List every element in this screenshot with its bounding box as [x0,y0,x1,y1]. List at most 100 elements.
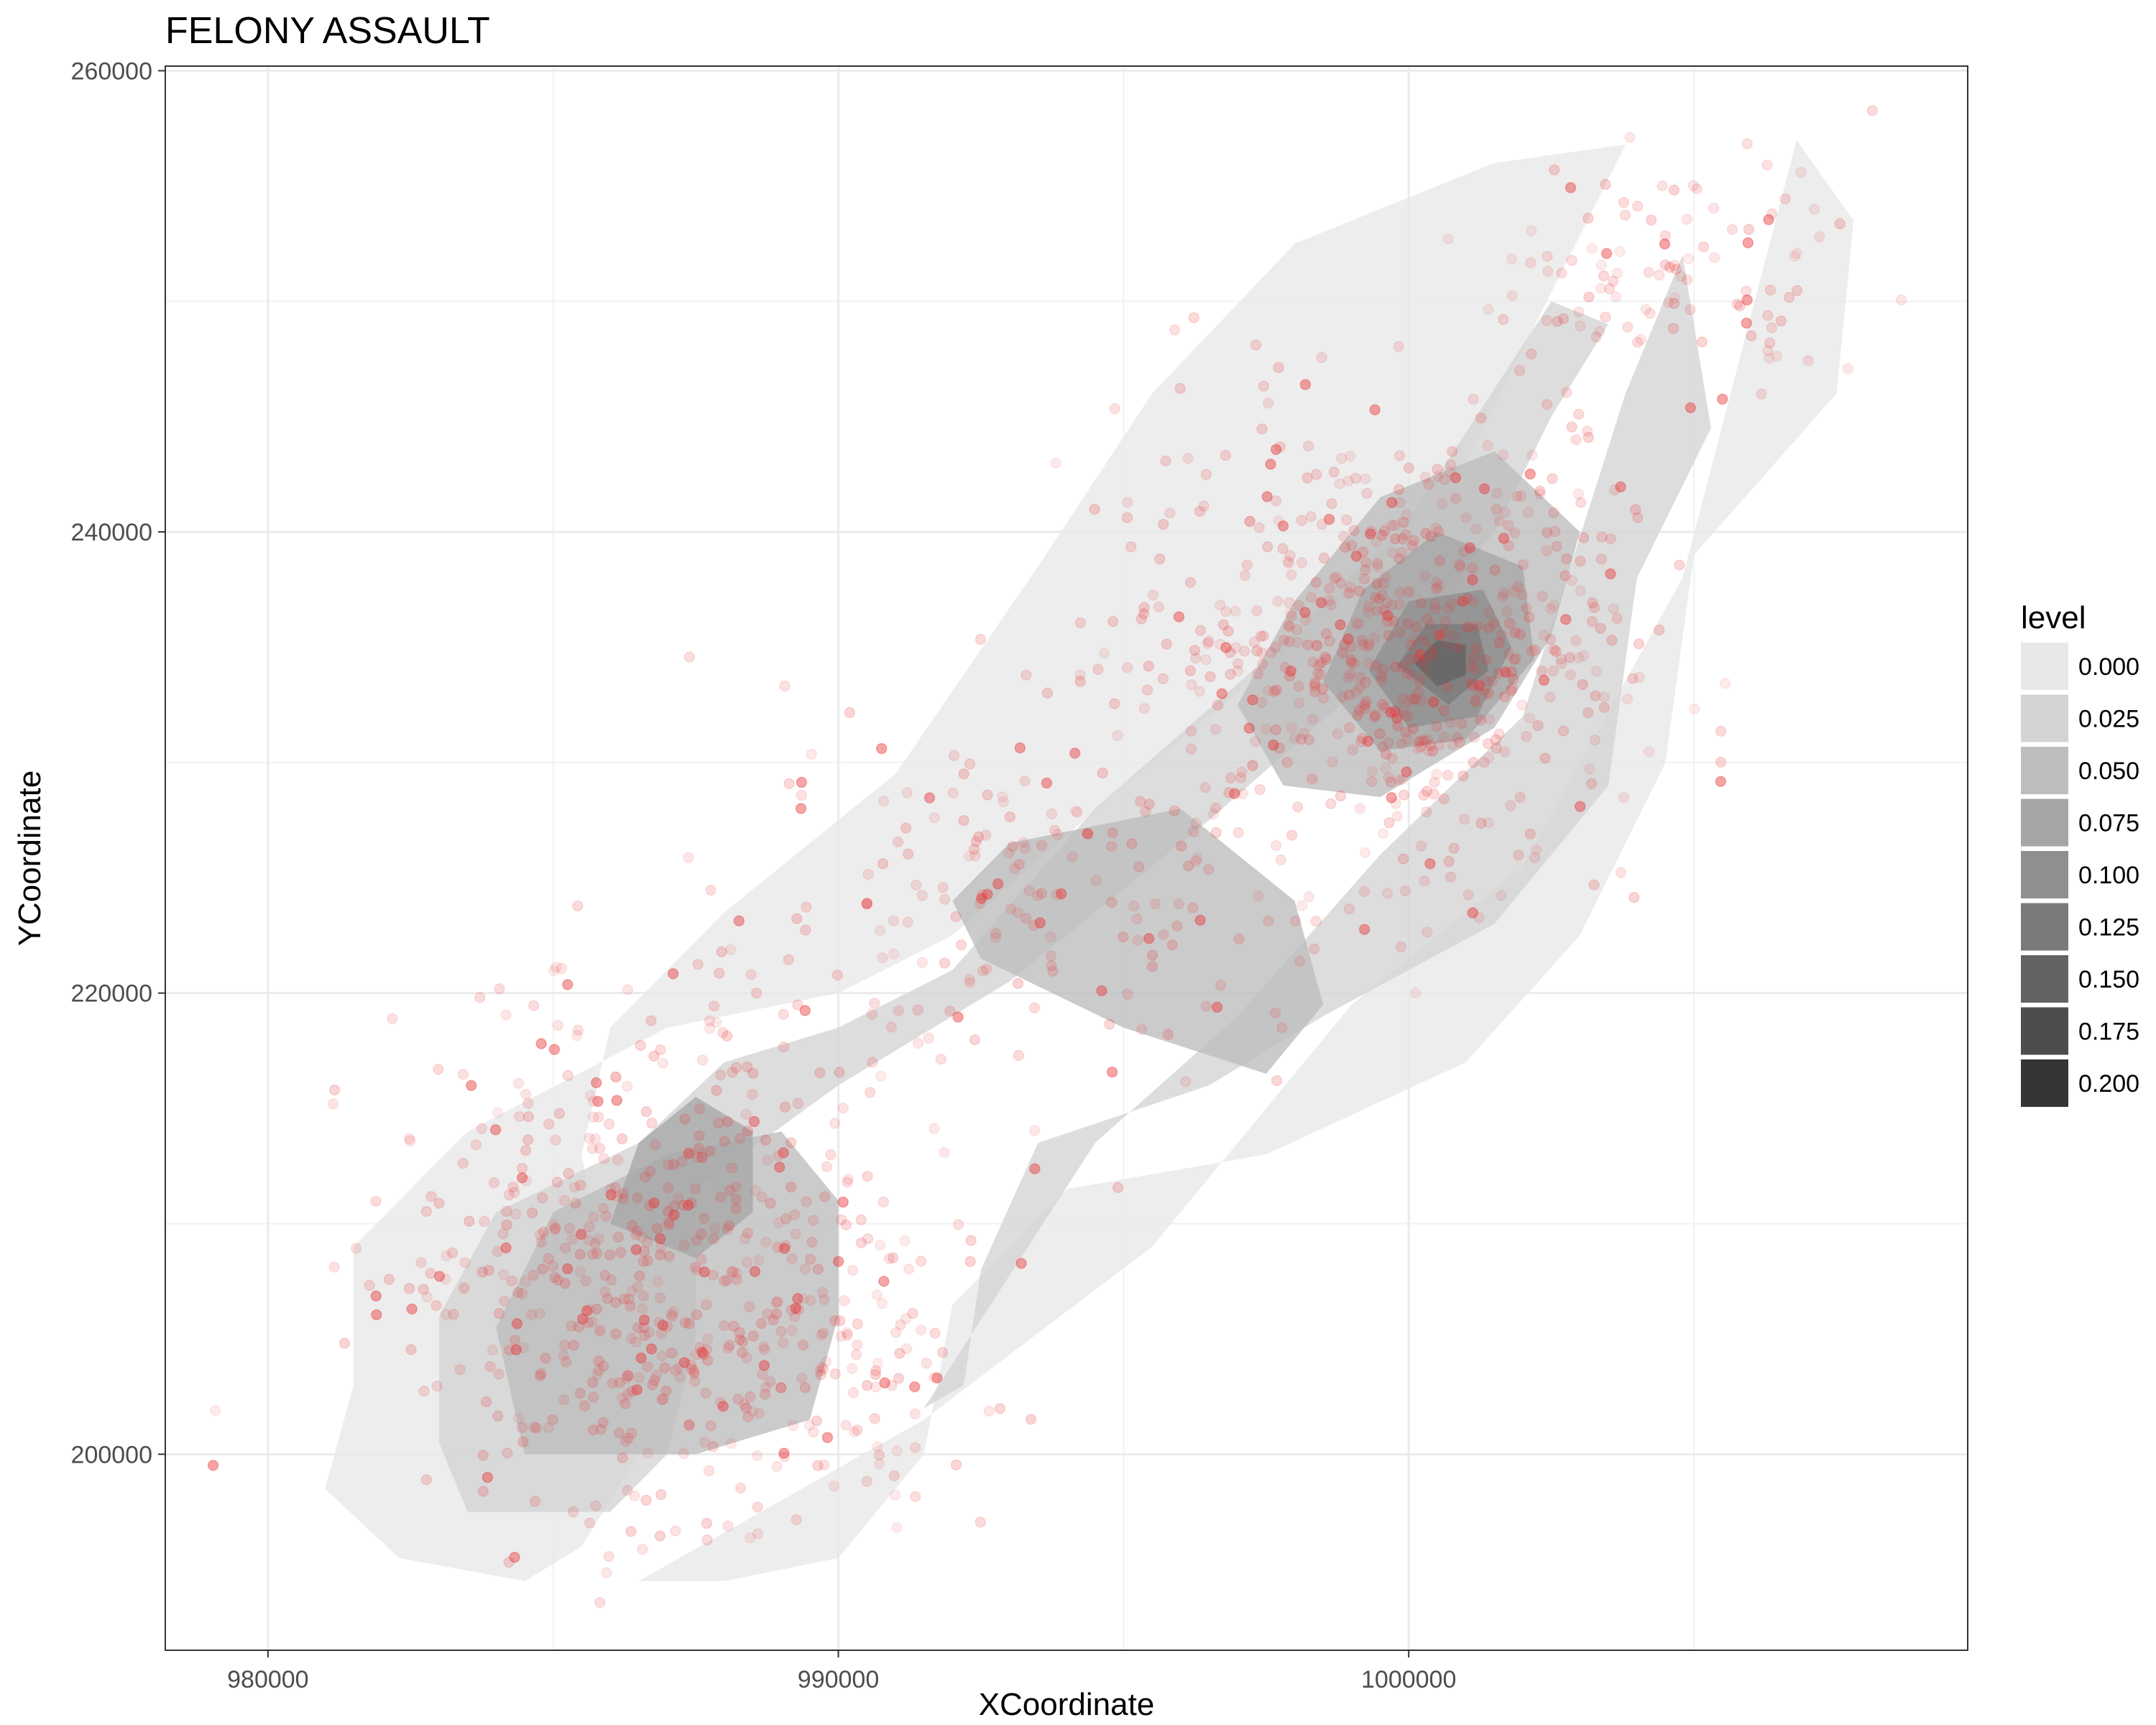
data-point [1697,241,1710,253]
data-point [629,1490,640,1501]
data-point [528,1269,539,1282]
data-point [1511,490,1523,502]
data-point [1498,691,1511,702]
data-point [1251,645,1263,657]
data-point [1015,1257,1027,1269]
data-point [619,1398,631,1409]
data-point [867,1057,878,1068]
data-point [1047,965,1059,978]
data-point [619,1435,632,1448]
data-point [1433,740,1445,751]
data-point [730,1193,742,1205]
data-point [666,1347,678,1359]
data-point [1438,704,1450,717]
data-point [1314,669,1326,681]
data-point [814,1365,826,1377]
data-point [1614,246,1626,257]
data-point [1106,1066,1118,1078]
data-point [1643,267,1654,278]
y-axis-label: YCoordinate [12,770,47,947]
data-point [609,1071,622,1082]
data-point [1409,987,1422,999]
data-point [1475,817,1487,829]
data-point [1431,576,1442,589]
data-point [770,1297,783,1308]
data-point [512,1077,525,1089]
data-point [970,836,982,847]
data-point [1632,512,1644,523]
data-point [1431,721,1442,732]
data-point [778,1448,790,1459]
data-point [605,1274,617,1286]
data-point [623,1293,635,1305]
data-point [1204,671,1216,683]
data-point [1174,382,1186,395]
data-point [642,1447,654,1459]
data-point [1575,320,1586,332]
data-point [1411,743,1423,755]
data-point [1189,652,1202,664]
data-point [1028,1125,1041,1136]
data-point [328,1261,340,1273]
data-point [1763,213,1774,226]
data-point [548,1219,560,1230]
data-point [1454,736,1465,748]
data-point [592,1095,604,1108]
data-point [739,1233,751,1244]
data-point [816,1361,827,1373]
data-point [1382,610,1393,622]
data-point [1277,520,1289,532]
data-point [577,1313,589,1325]
data-point [1510,653,1522,665]
data-point [1305,511,1317,523]
x-axis-label: XCoordinate [979,1687,1155,1722]
data-point [1458,814,1470,825]
data-point [1286,829,1298,841]
data-point [677,1199,689,1211]
data-point [1470,643,1482,654]
data-point [1595,259,1607,271]
data-point [1590,331,1602,343]
data-point [1109,402,1120,415]
data-point [1203,863,1215,875]
data-point [909,1491,921,1502]
data-point [405,1135,416,1147]
data-point [1160,455,1171,467]
data-point [586,1376,599,1389]
data-point [1020,913,1032,924]
data-point [1291,636,1304,648]
data-point [1586,242,1598,254]
data-point [955,939,967,951]
data-point [420,1205,433,1218]
data-point [1355,736,1367,748]
data-point [696,1151,708,1164]
data-point [1496,629,1508,641]
data-point [590,1500,602,1512]
data-point [593,1111,604,1123]
data-point [630,1229,642,1241]
data-point [587,1111,599,1123]
data-point [603,1118,615,1130]
data-point [1499,507,1511,518]
data-point [663,1205,674,1218]
data-point [709,1223,721,1235]
data-point [1358,924,1370,935]
data-point [1224,647,1236,658]
data-point [1009,862,1021,875]
data-point [1311,640,1323,652]
data-point [1376,670,1388,682]
data-point [731,1268,742,1279]
data-point [1013,858,1026,870]
data-point [1640,303,1652,316]
data-point [1674,559,1685,571]
data-point [1377,827,1389,840]
data-point [1542,265,1554,277]
data-point [1422,734,1434,745]
data-point [1761,159,1773,171]
data-point [1548,644,1560,656]
data-point [727,1266,739,1277]
data-point [1771,350,1782,362]
data-point [1092,663,1104,675]
data-point [1391,810,1403,822]
data-point [753,1254,765,1266]
